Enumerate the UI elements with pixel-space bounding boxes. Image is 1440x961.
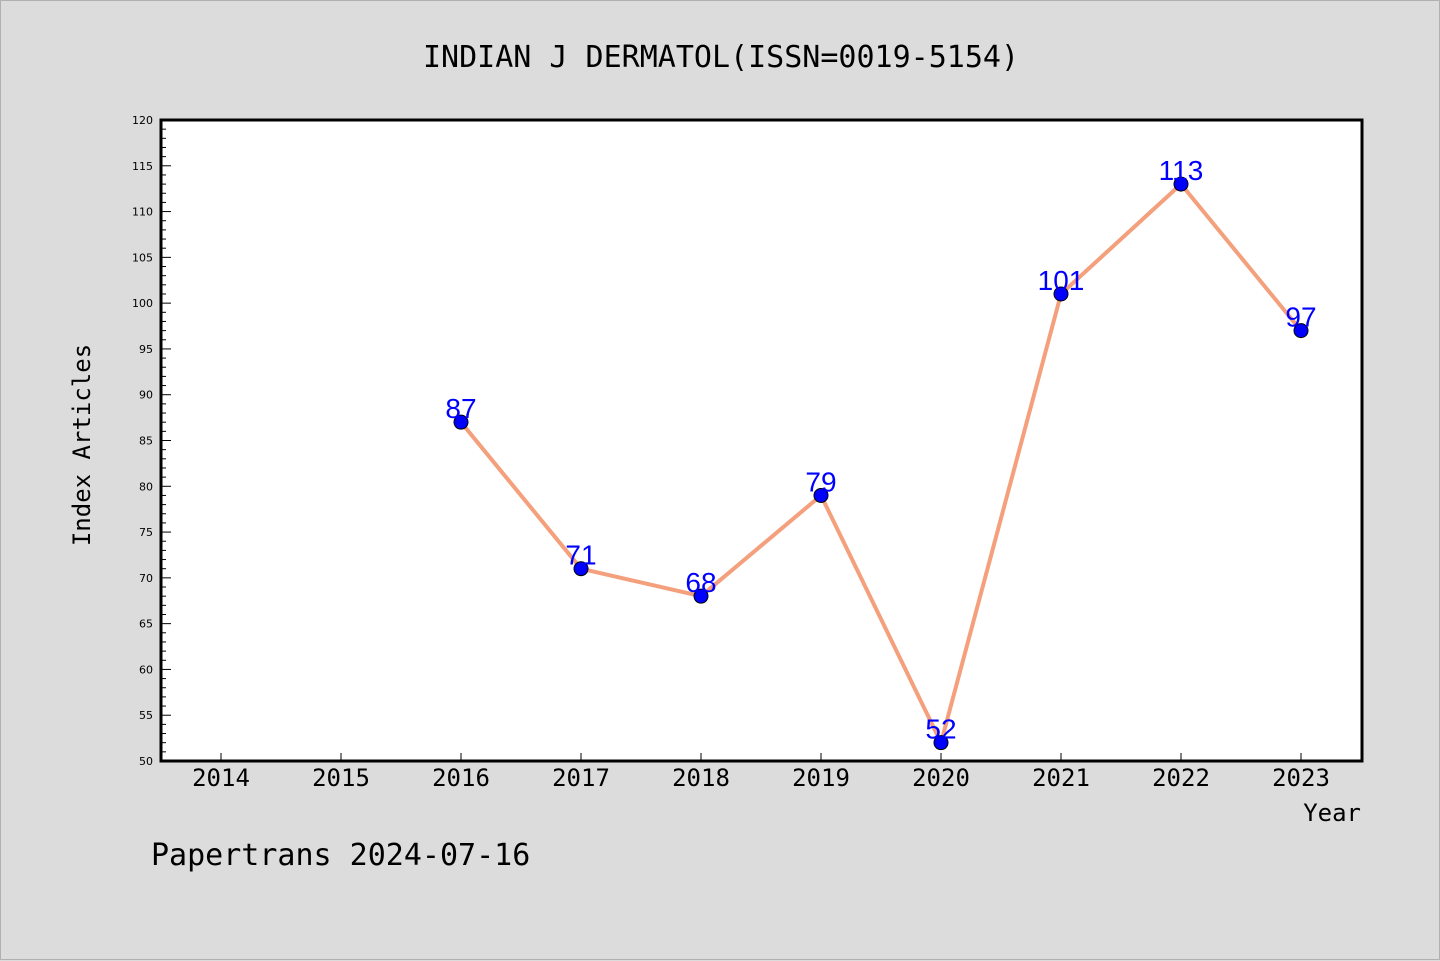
plot-area [159,118,1364,763]
series-line-group [459,182,1303,745]
y-tick-label: 120 [132,114,153,127]
series-line [459,182,1303,745]
data-point [1293,323,1309,339]
data-label: 113 [1159,155,1204,186]
y-tick-label: 90 [139,389,153,402]
data-label: 52 [925,714,956,745]
y-tick-label: 80 [139,480,153,493]
data-label: 101 [1038,265,1085,296]
data-label: 97 [1285,302,1316,333]
data-point [813,487,829,503]
y-tick-label: 115 [132,160,153,173]
x-tick-label: 2020 [912,764,970,792]
y-tick-label: 75 [139,526,153,539]
data-points [453,176,1309,751]
footer-text: Papertrans 2024-07-16 [151,838,530,873]
y-tick-label: 55 [139,709,153,722]
x-tick-label: 2019 [792,764,850,792]
data-label: 71 [565,540,596,571]
y-tick-label: 110 [132,206,153,219]
x-tick-label: 2023 [1272,764,1330,792]
data-point [693,588,709,604]
x-tick-label: 2017 [552,764,610,792]
y-tick-label: 50 [139,755,153,768]
x-axis-ticks: 2014 2015 2016 2017 2018 2019 2020 2021 2022 2023 [192,753,1330,792]
y-tick-label: 100 [132,297,153,310]
data-label: 79 [805,466,836,497]
y-tick-label: 70 [139,572,153,585]
x-tick-label: 2021 [1032,764,1090,792]
data-point [1173,176,1189,192]
data-point [933,735,949,751]
y-tick-label: 105 [132,251,153,264]
y-tick-label: 85 [139,435,153,448]
data-label: 87 [445,393,476,424]
y-tick-label: 65 [139,618,153,631]
x-tick-label: 2014 [192,764,250,792]
data-point [573,561,589,577]
data-point [453,414,469,430]
data-labels: 87 71 68 79 52 101 113 97 [445,155,1316,745]
x-tick-label: 2015 [312,764,370,792]
y-tick-label: 60 [139,663,153,676]
y-tick-label: 95 [139,343,153,356]
data-point [1053,286,1069,302]
y-axis-label: Index Articles [68,344,96,546]
y-axis-ticks: 50 55 60 65 70 75 80 85 90 95 100 105 110 115 120 [132,114,171,768]
x-axis-label: Year [1303,799,1361,827]
chart-title: INDIAN J DERMATOL(ISSN=0019-5154) [423,40,1019,75]
x-tick-label: 2018 [672,764,730,792]
data-label: 68 [685,567,716,598]
x-tick-label: 2022 [1152,764,1210,792]
x-tick-label: 2016 [432,764,490,792]
